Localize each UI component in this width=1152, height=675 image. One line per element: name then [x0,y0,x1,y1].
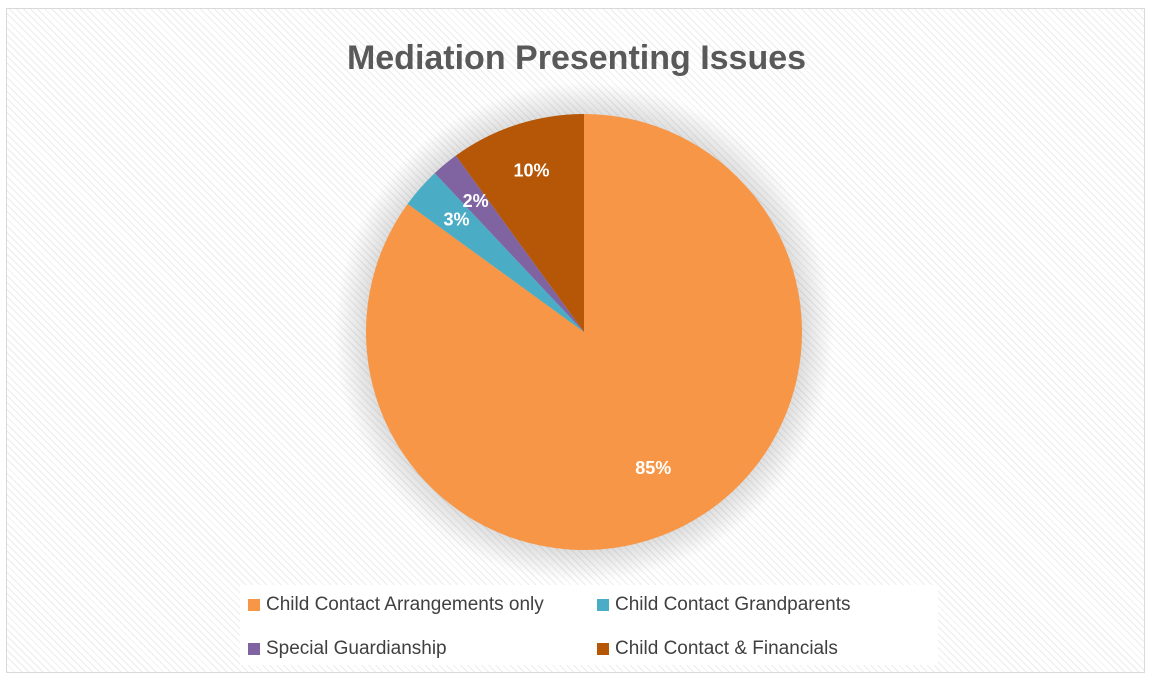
pie-slice-3 [455,114,584,332]
legend-item-child-contact-financials: Child Contact & Financials [597,637,838,661]
legend: Child Contact Arrangements only Child Co… [240,585,938,665]
legend-item-special-guardianship: Special Guardianship [248,637,447,661]
legend-swatch [597,643,609,655]
legend-swatch [248,599,260,611]
pie-slice-1 [407,173,584,332]
legend-item-child-contact-arrangements: Child Contact Arrangements only [248,593,544,617]
legend-label: Child Contact Grandparents [615,594,851,615]
legend-label: Special Guardianship [266,638,447,659]
pie-slice-2 [434,155,584,332]
legend-label: Child Contact Arrangements only [266,594,544,615]
data-label-2: 2% [463,191,489,211]
pie-chart: 85% 3%2% 10% [334,82,834,582]
chart-title: Mediation Presenting Issues [346,39,807,77]
pie-slice-0 [365,114,802,550]
legend-swatch [597,599,609,611]
pie-slices [365,114,802,550]
legend-item-child-contact-grandparents: Child Contact Grandparents [597,593,851,617]
pie-labels: 85% 3%2% 10% [443,160,671,478]
data-label-3: 10% [513,160,549,180]
legend-label: Child Contact & Financials [615,638,838,659]
chart-area: Mediation Presenting Issues 85% 3% 2% 10% C… [6,8,1145,673]
data-label-1: 3% [443,210,469,230]
legend-swatch [248,643,260,655]
data-label-0: 85% [635,458,671,478]
